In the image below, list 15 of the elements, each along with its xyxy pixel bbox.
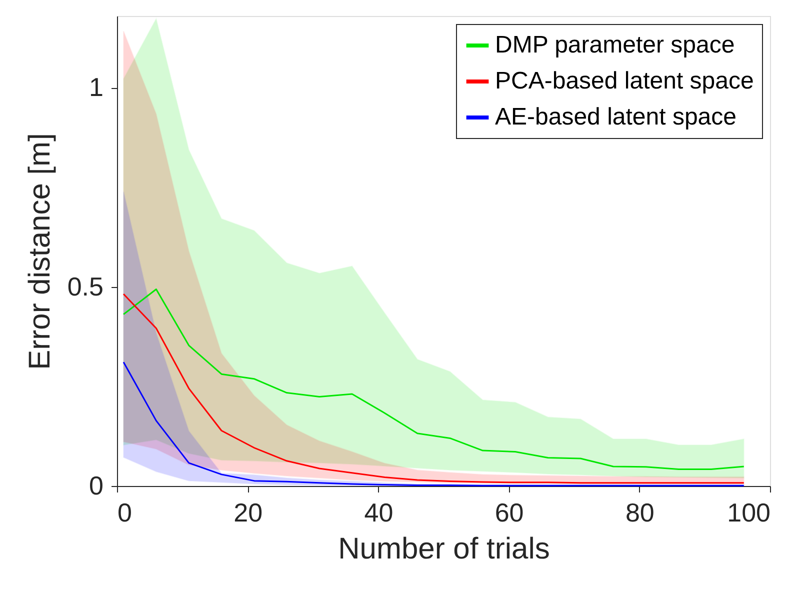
- x-tick-label: 60: [494, 498, 524, 528]
- y-axis-title: Error distance [m]: [23, 133, 56, 370]
- legend-label: DMP parameter space: [495, 32, 735, 58]
- y-tick-label: 0.5: [67, 271, 104, 302]
- legend-label: AE-based latent space: [495, 104, 736, 130]
- line-series: [122, 361, 745, 486]
- x-tick-label: 80: [625, 498, 654, 528]
- x-tick-label: 20: [234, 498, 263, 528]
- y-tick-label: 1: [89, 72, 104, 102]
- x-tick-label: 0: [118, 498, 132, 528]
- x-tick-label: 100: [727, 498, 770, 528]
- legend-label: PCA-based latent space: [495, 68, 754, 94]
- x-tick-label: 40: [364, 498, 394, 528]
- y-tick-label: 0: [89, 470, 104, 500]
- x-axis-title: Number of trials: [338, 532, 550, 566]
